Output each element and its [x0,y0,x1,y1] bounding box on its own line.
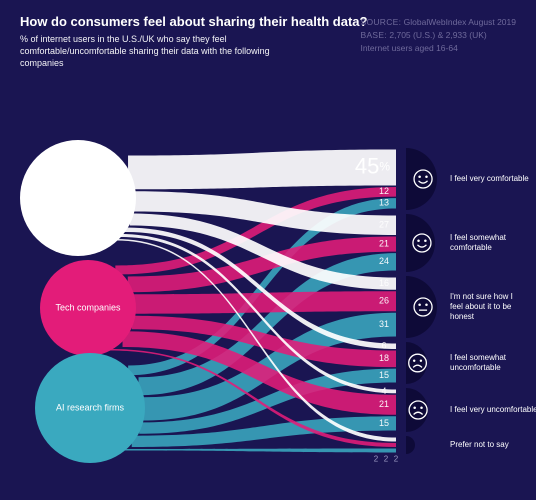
dest-label: I'm not sure how I [450,292,513,301]
source-label: Tech companies [55,302,121,312]
face-eye-icon [413,360,415,362]
flow-value: 13 [379,198,389,208]
flow-value: 2 [394,455,399,464]
flow-value: 24 [379,256,389,266]
flow-value: 4 [381,386,386,396]
dest-label: honest [450,312,475,321]
flow-value: 18 [379,353,389,363]
dest-label: uncomfortable [450,363,501,372]
flow-value: 31 [379,319,389,329]
face-eye-icon [413,406,416,409]
dest-label: feel about it to be [450,302,512,311]
dest-arc [406,436,415,454]
dest-label: I feel very uncomfortable [450,405,536,414]
dest-label: I feel somewhat [450,233,507,242]
source-label: Health providers [45,192,111,202]
flow-value: 27 [379,220,389,230]
face-eye-icon [417,239,420,242]
face-eye-icon [425,303,428,306]
dest-label: comfortable [450,243,492,252]
sankey-chart: I feel very comfortableI feel somewhatco… [0,0,536,500]
dest-label: I feel somewhat [450,353,507,362]
dest-label: I feel very comfortable [450,174,529,183]
flow-value: 6 [381,341,386,351]
flow-value: 2 [374,455,379,464]
flow-value: 15 [379,418,389,428]
flow-value: 21 [379,238,389,248]
face-eye-icon [418,175,421,178]
source-label: AI research firms [56,402,125,412]
face-eye-icon [420,406,423,409]
flow-value: 26 [379,296,389,306]
face-eye-icon [424,239,427,242]
flow-value: 16 [379,278,389,288]
face-eye-icon [425,175,428,178]
dest-label: Prefer not to say [450,440,509,449]
flow [124,449,396,453]
flow-value: 21 [379,399,389,409]
flow-value: 15 [379,370,389,380]
face-eye-icon [418,303,421,306]
flow-value: 2 [384,455,389,464]
face-eye-icon [420,360,422,362]
flow [134,291,396,313]
flow-value: 12 [379,186,389,196]
